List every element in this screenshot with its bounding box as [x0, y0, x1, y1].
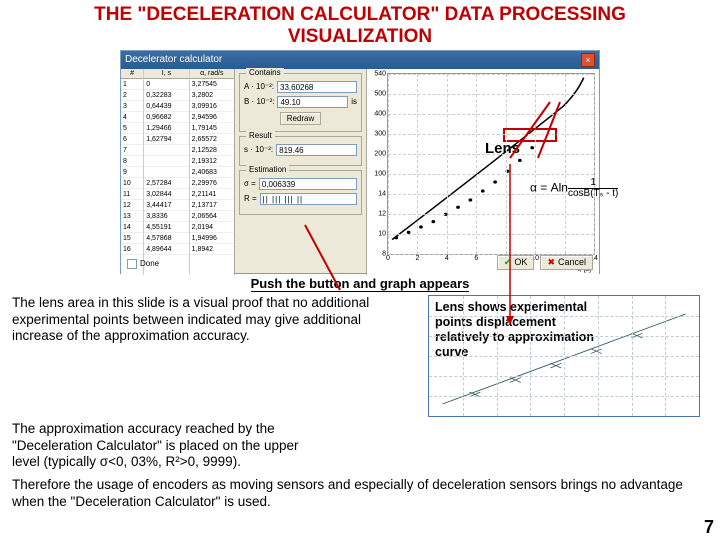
table-cell: 3 [121, 101, 143, 112]
table-cell: 11 [121, 189, 143, 200]
y-tick: 100 [374, 170, 388, 177]
is-label: is [351, 97, 357, 106]
y-tick: 300 [374, 130, 388, 137]
table-cell: 2,29976 [190, 178, 234, 189]
A-field[interactable]: 33,60268 [277, 81, 357, 93]
sr-field[interactable]: 819.46 [276, 144, 357, 156]
table-cell: 0,64439 [144, 101, 188, 112]
table-cell: 2,57284 [144, 178, 188, 189]
x-tick: 4 [445, 254, 449, 262]
paragraph-left: The lens area in this slide is a visual … [12, 295, 412, 346]
table-cell: 4,57868 [144, 233, 188, 244]
table-cell: 2,12528 [190, 145, 234, 156]
table-cell: 1,8942 [190, 244, 234, 255]
table-cell: 2,65572 [190, 134, 234, 145]
result-group: Result s · 10⁻²:819.46 [239, 136, 362, 166]
table-cell: 8 [121, 156, 143, 167]
R-label: R = [244, 194, 257, 203]
x-tick: 0 [386, 254, 390, 262]
table-cell: 3,02844 [144, 189, 188, 200]
sigma-label: σ = [244, 179, 256, 188]
table-cell: 1,29466 [144, 123, 188, 134]
slide-title: THE "DECELERATION CALCULATOR" DATA PROCE… [0, 0, 720, 50]
table-cell: 6 [121, 134, 143, 145]
redraw-button[interactable]: Redraw [280, 112, 322, 125]
table-cell: 0,32283 [144, 90, 188, 101]
x-tick: 6 [474, 254, 478, 262]
col-header: I, s [144, 69, 188, 79]
table-cell: 4,89644 [144, 244, 188, 255]
table-cell: 7 [121, 145, 143, 156]
table-cell: 16 [121, 244, 143, 255]
y-tick: 540 [374, 70, 388, 77]
group-label: Contains [246, 68, 284, 77]
sigma-field[interactable]: 0,006339 [259, 178, 357, 190]
table-cell: 2,13717 [190, 200, 234, 211]
table-cell: 4 [121, 112, 143, 123]
table-cell: 12 [121, 200, 143, 211]
table-cell: 3,44417 [144, 200, 188, 211]
page-number: 7 [704, 517, 714, 538]
table-cell: 2,21141 [190, 189, 234, 200]
table-cell: 3,09916 [190, 101, 234, 112]
col-header: α, rad/s [190, 69, 234, 79]
estimation-group: Estimation σ =0,006339 R =|| ||| ||| || [239, 170, 362, 215]
table-cell [144, 145, 188, 156]
y-tick: 200 [374, 150, 388, 157]
table-cell: 2 [121, 90, 143, 101]
lens-to-zoom-arrow [490, 160, 570, 330]
window-titlebar: Decelerator calculator × [121, 51, 599, 69]
table-cell: 3,2802 [190, 90, 234, 101]
y-tick: 400 [374, 110, 388, 117]
table-cell: 0 [144, 79, 188, 90]
table-cell: 2,19312 [190, 156, 234, 167]
table-cell: 5 [121, 123, 143, 134]
y-tick: 14 [378, 190, 388, 197]
table-cell: 10 [121, 178, 143, 189]
constants-group: Contains A · 10⁻²:33,60268 B · 10⁻²:49.1… [239, 73, 362, 132]
done-checkbox[interactable]: Done [127, 259, 159, 269]
table-cell: 14 [121, 222, 143, 233]
y-tick: 12 [378, 210, 388, 217]
group-label: Estimation [246, 165, 289, 174]
table-cell: 1 [121, 79, 143, 90]
sr-label: s · 10⁻²: [244, 145, 273, 154]
table-cell: 0,96682 [144, 112, 188, 123]
push-arrow [300, 220, 380, 300]
table-cell: 1,62794 [144, 134, 188, 145]
table-cell: 2,40683 [190, 167, 234, 178]
table-cell: 1,79145 [190, 123, 234, 134]
y-tick: 500 [374, 90, 388, 97]
table-cell: 13 [121, 211, 143, 222]
conclusion-text: Therefore the usage of encoders as movin… [0, 471, 720, 511]
table-cell: 3,8336 [144, 211, 188, 222]
table-cell: 4,55191 [144, 222, 188, 233]
col-header: # [121, 69, 143, 79]
table-cell: 2,0194 [190, 222, 234, 233]
table-cell: 2,94596 [190, 112, 234, 123]
data-table: # 12345678910111213141516 I, s00,322830,… [121, 69, 235, 275]
table-cell: 2,06564 [190, 211, 234, 222]
table-cell: 3,27545 [190, 79, 234, 90]
table-cell: 9 [121, 167, 143, 178]
R-field: || ||| ||| || [260, 193, 357, 205]
table-cell: 15 [121, 233, 143, 244]
group-label: Result [246, 131, 275, 140]
B-label: B · 10⁻²: [244, 97, 274, 106]
table-cell: 1,94996 [190, 233, 234, 244]
window-title-text: Decelerator calculator [125, 54, 222, 65]
paragraph-bottom: The approximation accuracy reached by th… [0, 417, 340, 472]
done-label: Done [140, 259, 159, 268]
close-icon[interactable]: × [581, 53, 595, 67]
B-field[interactable]: 49.10 [277, 96, 348, 108]
A-label: A · 10⁻²: [244, 82, 274, 91]
x-tick: 2 [415, 254, 419, 262]
table-cell [144, 156, 188, 167]
table-cell [144, 167, 188, 178]
